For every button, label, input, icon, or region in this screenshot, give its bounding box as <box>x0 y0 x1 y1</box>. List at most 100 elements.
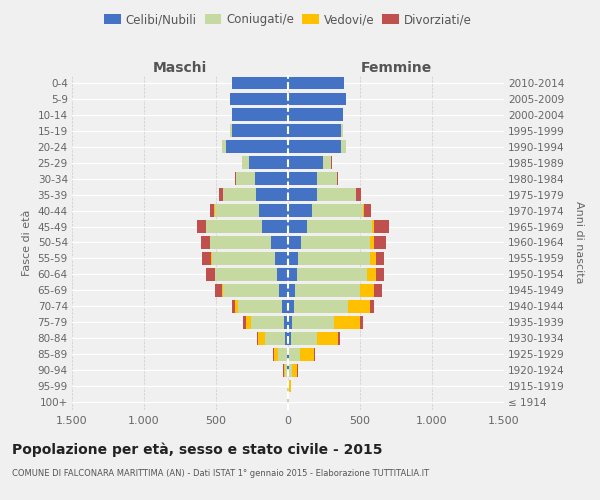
Bar <box>289 348 299 360</box>
Bar <box>301 236 370 249</box>
Bar <box>251 316 284 328</box>
Bar <box>288 188 317 201</box>
Bar <box>235 172 236 185</box>
Bar <box>291 332 317 344</box>
Bar <box>246 316 251 328</box>
Bar <box>323 156 331 169</box>
Bar <box>285 332 288 344</box>
Bar <box>238 300 282 312</box>
Bar <box>289 364 292 376</box>
Bar <box>288 156 323 169</box>
Bar <box>370 236 374 249</box>
Bar <box>298 252 370 265</box>
Bar <box>288 332 291 344</box>
Bar <box>265 332 285 344</box>
Bar <box>206 220 262 233</box>
Bar <box>356 188 361 201</box>
Bar <box>288 364 289 376</box>
Bar <box>223 284 280 296</box>
Bar <box>275 252 288 265</box>
Bar <box>360 284 374 296</box>
Bar <box>215 284 222 296</box>
Bar <box>280 284 288 296</box>
Bar <box>376 252 385 265</box>
Bar <box>364 204 371 217</box>
Bar <box>258 332 265 344</box>
Bar <box>341 124 343 137</box>
Bar <box>341 140 346 153</box>
Bar <box>288 268 296 281</box>
Bar <box>371 220 374 233</box>
Bar <box>288 140 341 153</box>
Bar <box>273 348 274 360</box>
Bar <box>288 76 344 90</box>
Bar <box>370 252 376 265</box>
Bar <box>284 316 288 328</box>
Y-axis label: Fasce di età: Fasce di età <box>22 210 32 276</box>
Bar <box>287 348 288 360</box>
Bar <box>363 204 364 217</box>
Text: Popolazione per età, sesso e stato civile - 2015: Popolazione per età, sesso e stato civil… <box>12 442 383 457</box>
Bar <box>210 204 214 217</box>
Bar <box>284 364 285 376</box>
Bar <box>232 124 288 137</box>
Bar <box>288 316 292 328</box>
Bar <box>307 220 371 233</box>
Bar <box>226 140 288 153</box>
Bar <box>288 348 289 360</box>
Bar <box>215 268 277 281</box>
Bar <box>230 92 288 106</box>
Bar <box>288 284 295 296</box>
Bar <box>249 156 288 169</box>
Bar <box>230 124 232 137</box>
Bar <box>235 300 238 312</box>
Bar <box>288 124 341 137</box>
Text: Femmine: Femmine <box>361 61 431 75</box>
Legend: Celibi/Nubili, Coniugati/e, Vedovi/e, Divorziati/e: Celibi/Nubili, Coniugati/e, Vedovi/e, Di… <box>100 8 476 31</box>
Bar <box>374 284 382 296</box>
Bar <box>317 332 338 344</box>
Bar <box>244 316 246 328</box>
Bar <box>299 348 314 360</box>
Bar <box>374 220 389 233</box>
Bar <box>370 300 374 312</box>
Bar <box>257 332 258 344</box>
Bar <box>259 204 288 217</box>
Bar <box>288 236 301 249</box>
Bar <box>313 204 363 217</box>
Bar <box>212 252 275 265</box>
Bar <box>210 236 271 249</box>
Bar <box>262 220 288 233</box>
Bar <box>278 348 287 360</box>
Bar <box>288 252 298 265</box>
Bar <box>360 316 363 328</box>
Bar <box>288 300 294 312</box>
Bar <box>288 220 307 233</box>
Bar <box>222 284 223 296</box>
Bar <box>219 188 223 201</box>
Bar <box>274 348 278 360</box>
Bar <box>287 364 288 376</box>
Bar <box>256 188 288 201</box>
Text: COMUNE DI FALCONARA MARITTIMA (AN) - Dati ISTAT 1° gennaio 2015 - Elaborazione T: COMUNE DI FALCONARA MARITTIMA (AN) - Dat… <box>12 469 429 478</box>
Bar <box>376 268 385 281</box>
Bar <box>317 172 337 185</box>
Bar <box>338 332 340 344</box>
Bar <box>317 188 356 201</box>
Y-axis label: Anni di nascita: Anni di nascita <box>574 201 584 284</box>
Bar <box>232 108 288 122</box>
Bar <box>367 268 376 281</box>
Bar <box>277 268 288 281</box>
Bar <box>211 252 212 265</box>
Bar <box>236 172 255 185</box>
Bar <box>289 380 290 392</box>
Bar <box>374 236 386 249</box>
Bar <box>232 76 288 90</box>
Bar <box>295 284 360 296</box>
Bar <box>223 188 256 201</box>
Bar <box>206 268 215 281</box>
Bar <box>282 300 288 312</box>
Bar <box>334 316 360 328</box>
Bar <box>202 252 211 265</box>
Bar <box>292 316 334 328</box>
